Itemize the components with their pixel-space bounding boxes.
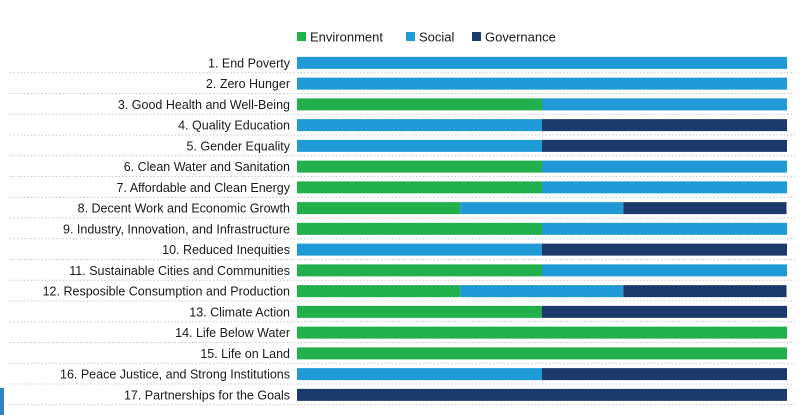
category-label: 10. Reduced Inequities (162, 243, 290, 257)
category-label: 2. Zero Hunger (206, 77, 290, 91)
legend-label-governance: Governance (485, 30, 556, 45)
category-label: 13. Climate Action (189, 305, 290, 319)
bar-segments (297, 56, 787, 401)
legend-label-environment: Environment (310, 30, 383, 45)
category-label: 7. Affordable and Clean Energy (116, 181, 290, 195)
category-label: 8. Decent Work and Economic Growth (78, 202, 290, 216)
bar-segment-social (460, 202, 624, 215)
bar-segment-environment (297, 305, 542, 318)
legend-label-social: Social (419, 30, 455, 45)
bar-segment-environment (297, 98, 542, 111)
chart-legend: Environment Social Governance (297, 30, 556, 45)
bar-segment-social (297, 368, 542, 381)
left-edge-accent (0, 388, 4, 415)
legend-swatch-environment (297, 32, 306, 41)
bar-segment-environment (297, 347, 787, 360)
bar-segment-social (460, 285, 624, 298)
bar-segment-governance (542, 243, 787, 256)
bar-segment-social (297, 243, 542, 256)
bar-segment-environment (297, 285, 461, 298)
bar-segment-environment (297, 181, 542, 194)
legend-swatch-social (406, 32, 415, 41)
bar-segment-environment (297, 326, 787, 339)
category-label: 15. Life on Land (200, 347, 290, 361)
bar-segment-governance (542, 139, 787, 152)
category-label: 14. Life Below Water (175, 326, 290, 340)
category-label: 1. End Poverty (208, 56, 291, 70)
bar-segment-environment (297, 202, 461, 215)
legend-item-social: Social (406, 30, 455, 45)
category-label: 3. Good Health and Well-Being (118, 98, 290, 112)
bar-segment-social (542, 181, 787, 194)
category-label: 6. Clean Water and Sanitation (124, 160, 290, 174)
bar-segment-social (542, 222, 787, 235)
bar-segment-social (542, 264, 787, 277)
bar-segment-governance (297, 388, 787, 401)
bar-segment-social (297, 139, 542, 152)
bar-segment-governance (623, 285, 787, 298)
bar-segment-social (542, 160, 787, 173)
bar-segment-governance (542, 368, 787, 381)
bar-segment-social (297, 77, 787, 90)
legend-item-environment: Environment (297, 30, 383, 45)
category-labels: 1. End Poverty 2. Zero Hunger 3. Good Heal… (43, 56, 291, 402)
bar-segment-environment (297, 264, 542, 277)
bar-segment-social (542, 98, 787, 111)
category-label: 16. Peace Justice, and Strong Institutio… (60, 368, 290, 382)
legend-item-governance: Governance (472, 30, 556, 45)
bar-segment-governance (623, 202, 787, 215)
bar-segment-environment (297, 160, 542, 173)
category-label: 11. Sustainable Cities and Communities (69, 264, 290, 278)
category-label: 12. Resposible Consumption and Productio… (43, 285, 290, 299)
category-label: 5. Gender Equality (186, 139, 290, 153)
bar-segment-governance (542, 305, 787, 318)
category-label: 17. Partnerships for the Goals (124, 388, 290, 402)
row-separators (10, 72, 795, 406)
category-label: 9. Industry, Innovation, and Infrastruct… (63, 222, 290, 236)
bar-segment-governance (542, 119, 787, 132)
bar-segment-environment (297, 222, 542, 235)
category-label: 4. Quality Education (178, 119, 290, 133)
bar-segment-social (297, 56, 787, 69)
bar-segment-social (297, 119, 542, 132)
legend-swatch-governance (472, 32, 481, 41)
